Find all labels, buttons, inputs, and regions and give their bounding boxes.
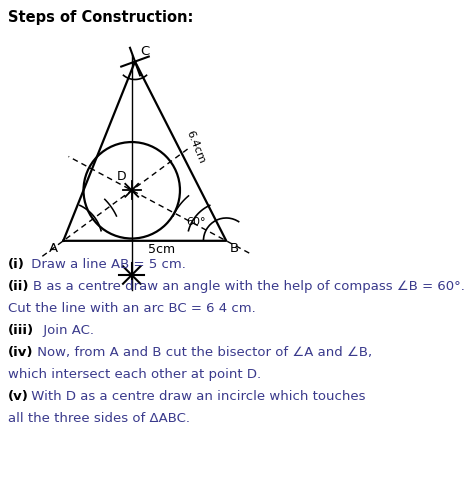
Text: which intersect each other at point D.: which intersect each other at point D. bbox=[8, 368, 261, 381]
Text: B as a centre draw an angle with the help of compass ∠B = 60°.: B as a centre draw an angle with the hel… bbox=[33, 280, 465, 293]
Text: all the three sides of ΔABC.: all the three sides of ΔABC. bbox=[8, 412, 190, 425]
Text: With D as a centre draw an incircle which touches: With D as a centre draw an incircle whic… bbox=[27, 390, 365, 403]
Text: (v): (v) bbox=[8, 390, 29, 403]
Text: 60°: 60° bbox=[186, 217, 206, 227]
Text: Steps of Construction:: Steps of Construction: bbox=[8, 10, 193, 25]
Text: D: D bbox=[117, 170, 127, 183]
Text: Join AC.: Join AC. bbox=[39, 324, 94, 337]
Text: Cut the line with an arc BC = 6 4 cm.: Cut the line with an arc BC = 6 4 cm. bbox=[8, 302, 256, 315]
Text: (iv): (iv) bbox=[8, 346, 34, 359]
Text: C: C bbox=[140, 45, 149, 58]
Text: (iii): (iii) bbox=[8, 324, 34, 337]
Text: 5cm: 5cm bbox=[148, 243, 175, 256]
Text: A: A bbox=[50, 242, 58, 256]
Text: (i): (i) bbox=[8, 258, 25, 271]
Text: 6.4cm: 6.4cm bbox=[184, 129, 206, 165]
Text: B: B bbox=[229, 242, 239, 256]
Text: (ii): (ii) bbox=[8, 280, 29, 293]
Text: Draw a line AB = 5 cm.: Draw a line AB = 5 cm. bbox=[27, 258, 185, 271]
Text: Now, from A and B cut the bisector of ∠A and ∠B,: Now, from A and B cut the bisector of ∠A… bbox=[33, 346, 372, 359]
